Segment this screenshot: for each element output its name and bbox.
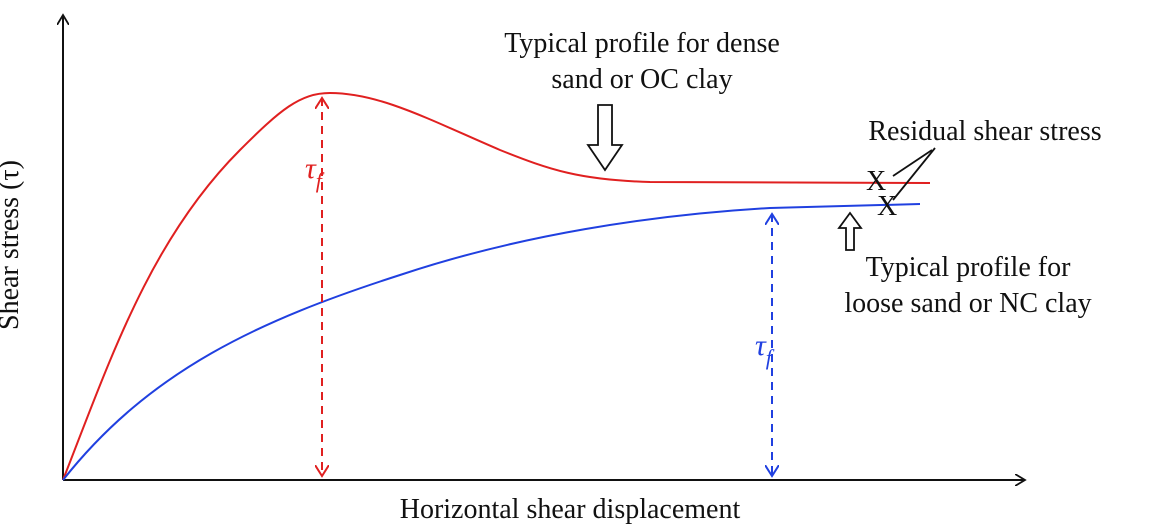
loose-curve — [62, 203, 921, 481]
dense-curve — [62, 91, 931, 481]
dense-label: sand or OC clay — [551, 64, 732, 95]
residual-line — [892, 149, 933, 177]
dense-label: Typical profile for dense — [504, 28, 780, 59]
x-axis-label: Horizontal shear displacement — [400, 494, 741, 525]
loose-pointer — [837, 211, 863, 251]
tau-f-dense: τf — [305, 152, 325, 193]
loose-label: loose sand or NC clay — [844, 288, 1091, 319]
dense-pointer — [586, 104, 624, 172]
y-axis-label: Shear stress (τ) — [0, 160, 25, 330]
residual-label: Residual shear stress — [868, 116, 1101, 147]
residual-mark: X — [877, 191, 897, 222]
loose-label: Typical profile for — [866, 252, 1072, 283]
residual-line — [892, 147, 936, 201]
tau-f-loose: τf — [755, 329, 775, 370]
residual-mark: X — [866, 166, 886, 197]
